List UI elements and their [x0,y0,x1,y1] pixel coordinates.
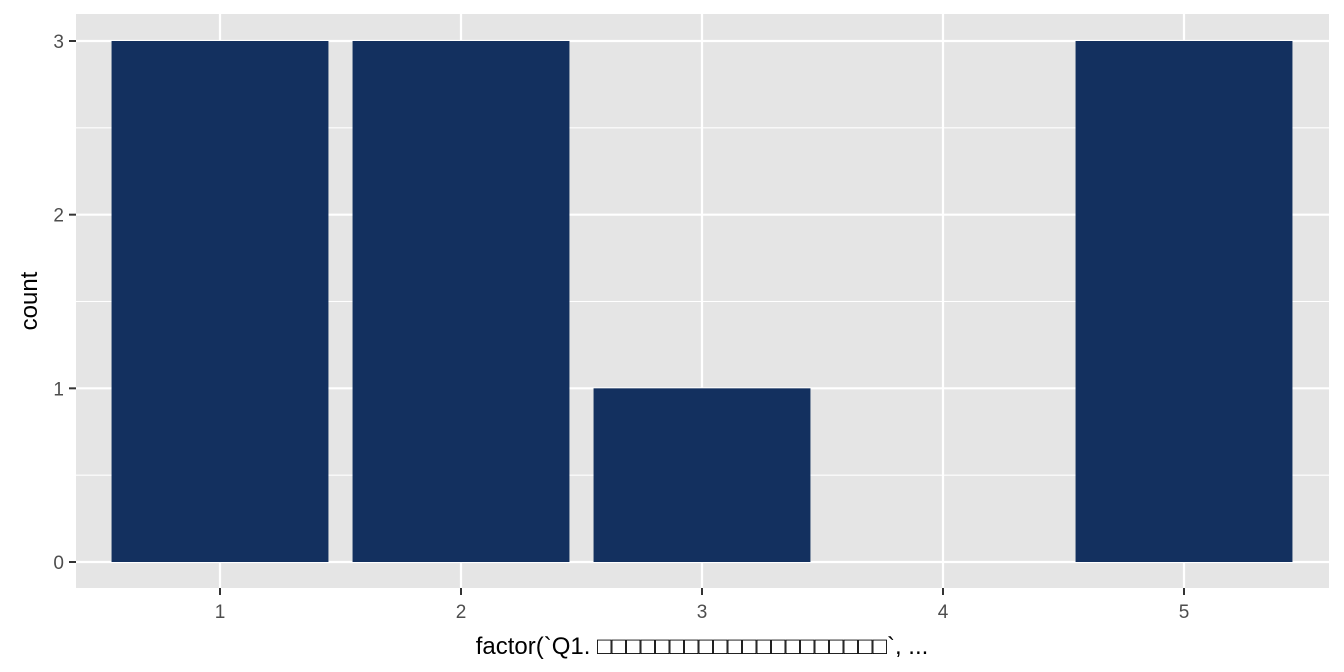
bar-2 [352,41,570,562]
y-tick-label: 0 [53,553,64,574]
x-tick-label: 2 [456,602,467,623]
y-axis-title: count [16,271,43,330]
bar-1 [111,41,329,562]
y-tick-label: 3 [53,32,64,53]
bars [111,41,1293,562]
x-tick-label: 4 [938,602,949,623]
y-tick-label: 2 [53,206,64,227]
y-axis: 0 1 2 3 [53,32,76,574]
x-tick-label: 5 [1179,602,1190,623]
bar-5 [1075,41,1293,562]
y-tick-label: 1 [53,379,64,400]
x-axis-title: factor(`Q1. □□□□□□□□□□□□□□□□□□□□`, ... [476,633,929,660]
x-tick-label: 3 [697,602,708,623]
x-tick-label: 1 [215,602,226,623]
x-axis: 1 2 3 4 5 [215,588,1190,623]
bar-3 [593,388,811,562]
